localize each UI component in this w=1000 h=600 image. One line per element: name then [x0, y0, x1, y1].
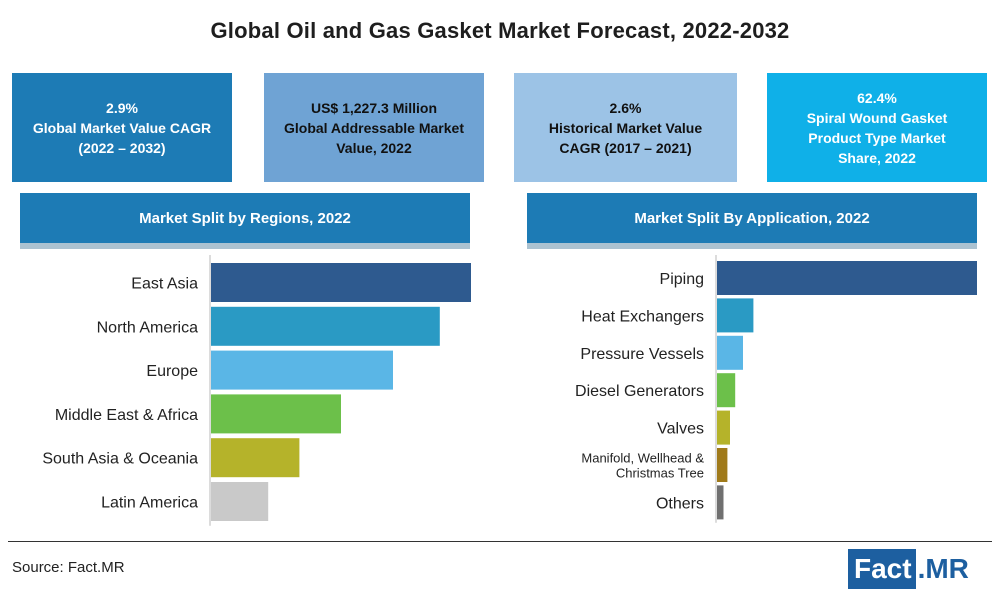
kpi-spiral-wound-share: 62.4% Spiral Wound Gasket Product Type M…: [767, 73, 987, 182]
factmr-logo: Fact .MR: [848, 549, 969, 589]
tick-label-heat-exchangers: Heat Exchangers: [581, 308, 704, 325]
bar-europe: [211, 350, 393, 390]
logo-part-mr: .MR: [917, 553, 969, 584]
kpi-label: Global Addressable Market: [284, 119, 464, 136]
kpi-market-cagr: 2.9% Global Market Value CAGR (2022 – 20…: [12, 73, 232, 182]
tick-label-latin-america: Latin America: [101, 495, 198, 512]
kpi-value: 2.9%: [106, 99, 138, 116]
bar-others: [717, 485, 724, 520]
source-note: Source: Fact.MR: [12, 559, 125, 576]
kpi-addressable-market: US$ 1,227.3 Million Global Addressable M…: [264, 73, 484, 182]
bar-heat-exchangers: [717, 298, 754, 333]
footer-divider: [8, 541, 992, 542]
tick-label-south-asia-oceania: South Asia & Oceania: [42, 451, 198, 468]
bar-pressure-vessels: [717, 335, 743, 370]
page-title: Global Oil and Gas Gasket Market Forecas…: [210, 18, 790, 43]
tick-label-diesel-generators: Diesel Generators: [575, 383, 704, 400]
tick-label-piping: Piping: [660, 271, 704, 288]
bar-manifold-wellhead-christmas-tree: [717, 448, 728, 482]
bar-latin-america: [211, 482, 269, 521]
kpi-label: (2022 – 2032): [78, 139, 166, 156]
bar-valves: [717, 410, 730, 445]
kpi-value: 62.4%: [857, 89, 897, 106]
tick-label-others: Others: [656, 495, 704, 512]
application-chart-title: Market Split By Application, 2022: [527, 193, 977, 249]
tick-label-east-asia: East Asia: [131, 276, 198, 293]
regions-chart-title: Market Split by Regions, 2022: [20, 193, 470, 249]
tick-label-middle-east-africa: Middle East & Africa: [55, 407, 198, 424]
tick-label-manifold-wellhead-christmas-tree-line2: Christmas Tree: [616, 466, 704, 481]
kpi-value: US$ 1,227.3 Million: [310, 99, 438, 116]
kpi-label: Product Type Market: [808, 129, 946, 146]
tick-label-valves: Valves: [657, 421, 704, 438]
bar-east-asia: [211, 263, 471, 302]
kpi-label: Global Market Value CAGR: [32, 119, 212, 136]
tick-label-pressure-vessels: Pressure Vessels: [580, 346, 704, 363]
regions-bar-chart: East Asia North America Europe Middle East …: [42, 255, 471, 526]
tick-label-north-america: North America: [97, 319, 198, 336]
logo-part-fact: Fact: [848, 549, 916, 589]
bar-north-america: [211, 306, 440, 346]
bar-diesel-generators: [717, 373, 736, 408]
kpi-label: Historical Market Value: [548, 119, 703, 136]
bar-piping: [717, 261, 977, 295]
application-bar-chart: Piping Heat Exchangers Pressure Vessels Die…: [575, 255, 977, 523]
kpi-historical-cagr: 2.6% Historical Market Value CAGR (2017 …: [514, 73, 737, 182]
kpi-label: Share, 2022: [838, 149, 916, 166]
kpi-label: Value, 2022: [336, 139, 412, 156]
kpi-value: 2.6%: [609, 99, 642, 116]
tick-label-manifold-wellhead-christmas-tree-line1: Manifold, Wellhead &: [581, 451, 704, 466]
bar-south-asia-oceania: [211, 438, 300, 478]
kpi-label: Spiral Wound Gasket: [806, 109, 948, 126]
kpi-label: CAGR (2017 – 2021): [559, 139, 692, 156]
bar-middle-east-africa: [211, 394, 341, 434]
tick-label-europe: Europe: [146, 363, 198, 380]
